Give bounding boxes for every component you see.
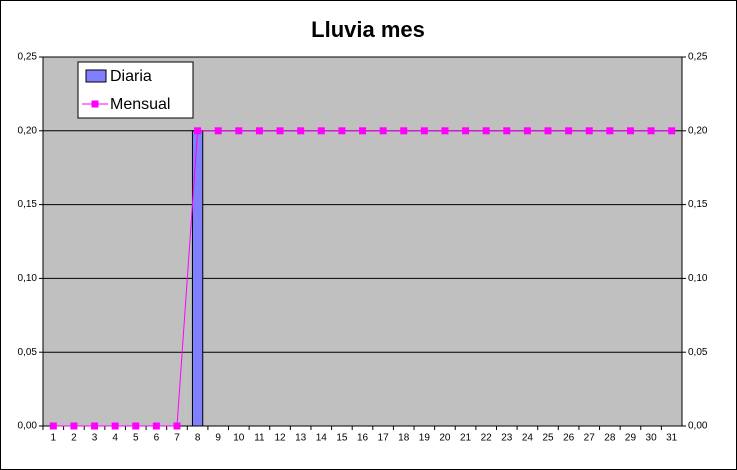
marker (214, 127, 222, 135)
marker (297, 127, 305, 135)
x-tick-label: 10 (233, 433, 245, 444)
legend-label: Mensual (110, 96, 170, 113)
marker (276, 127, 284, 135)
x-tick-label: 11 (254, 433, 265, 444)
x-tick-label: 12 (274, 433, 286, 444)
marker (235, 127, 243, 135)
x-tick-label: 30 (646, 433, 658, 444)
legend-swatch (85, 69, 107, 83)
marker (132, 422, 140, 430)
y2-tick-label: 0,05 (688, 347, 708, 358)
x-tick-label: 9 (215, 433, 221, 444)
x-tick-label: 15 (336, 433, 348, 444)
marker (70, 422, 78, 430)
x-tick-label: 22 (481, 433, 493, 444)
y-tick-label: 0,20 (18, 125, 38, 136)
marker (441, 127, 449, 135)
x-tick-label: 23 (501, 433, 513, 444)
x-tick-label: 31 (666, 433, 678, 444)
x-tick-label: 2 (71, 433, 77, 444)
marker (91, 422, 99, 430)
marker (255, 127, 263, 135)
x-tick-label: 25 (542, 433, 554, 444)
y-tick-label: 0,00 (18, 421, 38, 432)
x-tick-label: 7 (174, 433, 180, 444)
x-tick-label: 6 (154, 433, 160, 444)
y2-tick-label: 0,15 (688, 199, 708, 210)
marker (482, 127, 490, 135)
y2-tick-label: 0,25 (688, 52, 708, 63)
marker (420, 127, 428, 135)
x-tick-label: 28 (604, 433, 616, 444)
x-tick-label: 27 (584, 433, 596, 444)
y-tick-label: 0,25 (18, 52, 38, 63)
marker (565, 127, 573, 135)
marker (462, 127, 470, 135)
marker (523, 127, 531, 135)
x-tick-label: 20 (439, 433, 451, 444)
x-tick-label: 14 (316, 433, 328, 444)
y-tick-label: 0,10 (18, 273, 38, 284)
x-tick-label: 5 (133, 433, 139, 444)
y-tick-label: 0,15 (18, 199, 38, 210)
x-tick-label: 17 (378, 433, 390, 444)
marker (152, 422, 160, 430)
marker (585, 127, 593, 135)
x-tick-label: 1 (51, 433, 57, 444)
legend-label: Diaria (110, 68, 152, 85)
x-tick-label: 4 (112, 433, 118, 444)
chart-title: Lluvia mes (311, 17, 425, 42)
x-tick-label: 19 (419, 433, 431, 444)
marker (49, 422, 57, 430)
marker (626, 127, 634, 135)
x-tick-label: 18 (398, 433, 410, 444)
x-tick-label: 16 (357, 433, 369, 444)
marker (544, 127, 552, 135)
marker (173, 422, 181, 430)
y2-tick-label: 0,00 (688, 421, 708, 432)
x-tick-label: 29 (625, 433, 637, 444)
bar (191, 130, 204, 427)
x-tick-label: 21 (460, 433, 472, 444)
marker (379, 127, 387, 135)
x-tick-label: 13 (295, 433, 307, 444)
y2-tick-label: 0,10 (688, 273, 708, 284)
marker (503, 127, 511, 135)
marker (111, 422, 119, 430)
marker (647, 127, 655, 135)
marker (338, 127, 346, 135)
x-tick-label: 26 (563, 433, 575, 444)
marker (400, 127, 408, 135)
x-tick-label: 8 (195, 433, 201, 444)
y2-tick-label: 0,20 (688, 125, 708, 136)
marker (194, 127, 202, 135)
marker (317, 127, 325, 135)
marker (668, 127, 676, 135)
x-tick-label: 3 (92, 433, 98, 444)
marker (606, 127, 614, 135)
legend-marker (91, 100, 99, 108)
x-tick-label: 24 (522, 433, 534, 444)
marker (359, 127, 366, 135)
y-tick-label: 0,05 (18, 347, 38, 358)
plot-border (42, 56, 683, 427)
